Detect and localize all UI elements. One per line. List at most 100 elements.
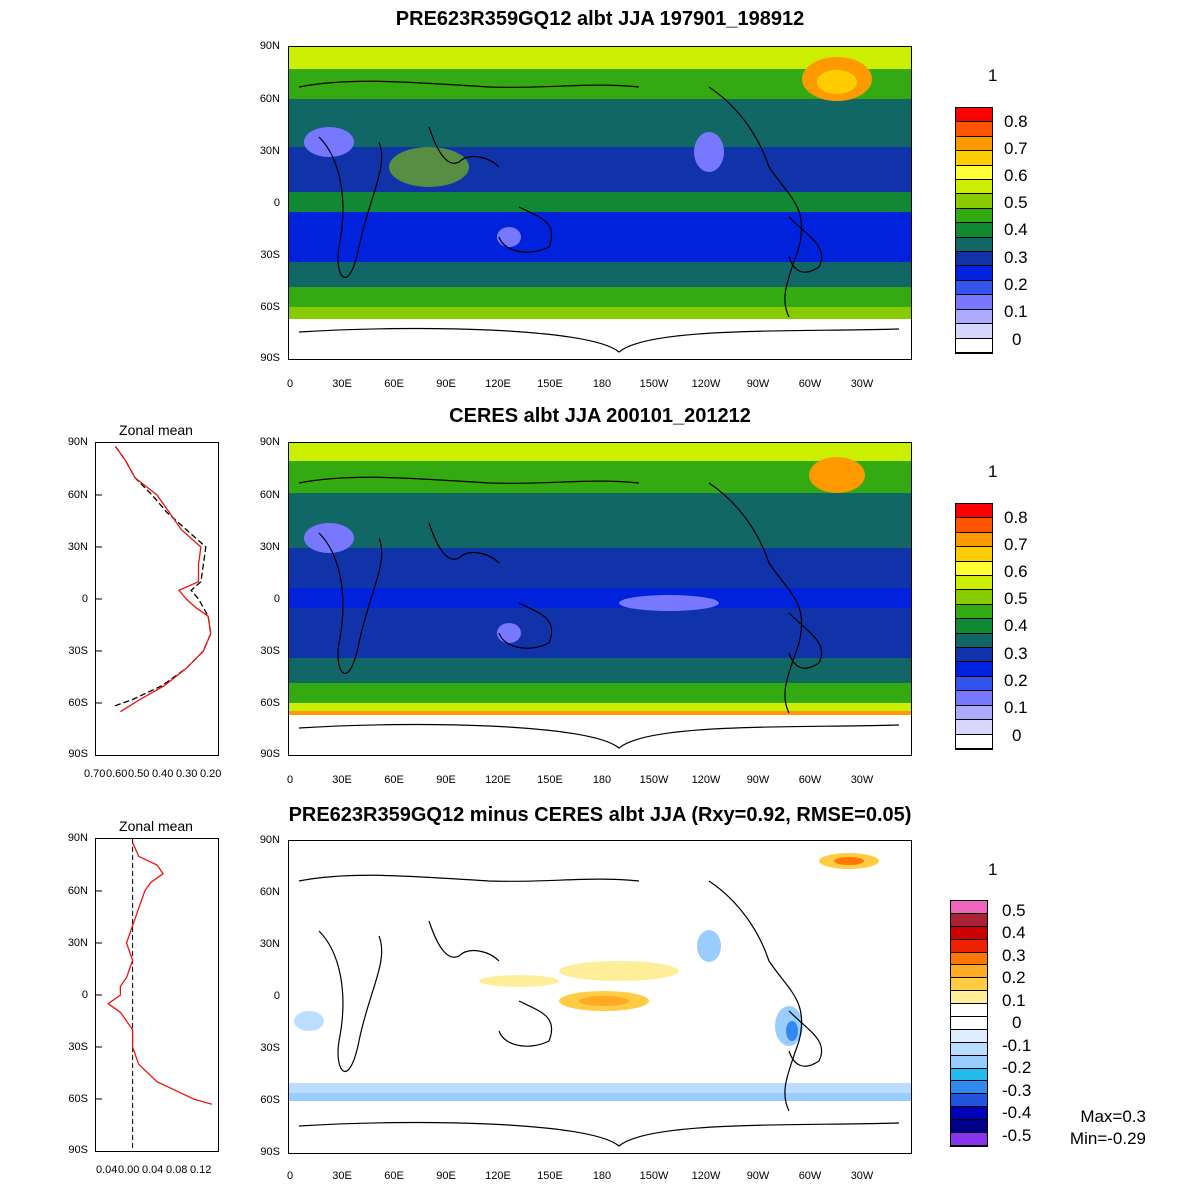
lon-label: 90E — [436, 378, 456, 390]
colorbar-label: 0.2 — [1004, 671, 1028, 690]
panel-title-model: PRE623R359GQ12 albt JJA 197901_198912 — [395, 8, 805, 30]
lon-label: 150W — [639, 1170, 669, 1182]
colorbar-swatch — [951, 952, 987, 966]
lon-label: 60E — [384, 378, 404, 390]
panel-title-obs: CERES albt JJA 200101_201212 — [449, 405, 751, 427]
colorbar-diff — [950, 900, 988, 1147]
lon-label: 180 — [592, 1170, 612, 1182]
colorbar-swatch — [956, 136, 992, 152]
lat-label-0: 0 — [273, 197, 280, 209]
colorbar-swatch — [956, 338, 992, 353]
zm-lat-label: 90S — [68, 1144, 88, 1156]
colorbar-swatch — [956, 532, 992, 548]
lat-label-30n: 30N — [259, 541, 280, 553]
lon-label: 120W — [691, 774, 721, 786]
colorbar-swatch — [956, 604, 992, 620]
zm-x-label: 0.50 — [128, 768, 150, 780]
colorbar-swatch — [956, 208, 992, 224]
colorbar-swatch — [956, 676, 992, 692]
colorbar-label: 0.3 — [1002, 946, 1026, 965]
colorbar-swatch — [956, 705, 992, 721]
colorbar-swatch — [951, 1029, 987, 1043]
colorbar-unit-diff: 1 — [988, 860, 998, 879]
colorbar-swatch — [956, 324, 992, 339]
colorbar-swatch — [956, 194, 992, 209]
lat-label-0: 0 — [273, 593, 280, 605]
lon-label: 0 — [286, 378, 294, 390]
lon-label: 120E — [485, 378, 511, 390]
colorbar-swatch — [956, 633, 992, 649]
zm-x-label: 0.30 — [176, 768, 198, 780]
zm-x-label: 0.04 — [96, 1164, 118, 1176]
zm-lat-label: 90N — [67, 832, 88, 844]
colorbar-label: 0.1 — [1004, 698, 1028, 717]
lon-label: 150E — [537, 1170, 563, 1182]
zonal-mean-plot-diff — [95, 838, 219, 1152]
colorbar-swatch — [956, 648, 992, 663]
colorbar-swatch — [956, 734, 992, 749]
colorbar-swatch — [956, 266, 992, 281]
lat-label-30s: 30S — [260, 1042, 280, 1054]
colorbar-label: 0 — [1012, 726, 1022, 745]
zm-lat-label: 60S — [68, 697, 88, 709]
colorbar-label: 0.5 — [1004, 589, 1028, 608]
zm-lat-label: 30N — [67, 541, 88, 553]
lon-label: 60E — [384, 1170, 404, 1182]
lon-label: 30W — [850, 1170, 874, 1182]
colorbar-swatch — [951, 1042, 987, 1056]
colorbar-unit-obs: 1 — [988, 462, 998, 481]
colorbar-label: 0.3 — [1004, 248, 1028, 267]
zonal-mean-line-model — [114, 446, 212, 713]
lon-label: 30W — [850, 378, 874, 390]
colorbar-obs — [955, 503, 993, 750]
colorbar-swatch — [956, 309, 992, 325]
colorbar-swatch — [956, 518, 992, 533]
zm-lat-label: 90N — [67, 436, 88, 448]
zm-x-label: 0.00 — [118, 1164, 140, 1176]
lat-label-30n: 30N — [259, 145, 280, 157]
zm-x-label: 0.70 — [84, 768, 106, 780]
lat-label-90s: 90S — [260, 1146, 280, 1158]
lon-label: 90E — [436, 774, 456, 786]
zm-x-label: 0.08 — [166, 1164, 188, 1176]
map-obs — [288, 442, 912, 756]
colorbar-label: 0.5 — [1004, 193, 1028, 212]
colorbar-swatch — [951, 1081, 987, 1095]
colorbar-swatch — [956, 295, 992, 310]
colorbar-swatch — [956, 122, 992, 137]
zm-x-label: 0.20 — [200, 768, 222, 780]
zm-lat-label: 0 — [81, 593, 88, 605]
colorbar-swatch — [956, 180, 992, 195]
lat-label-60n: 60N — [259, 93, 280, 105]
colorbar-label: 0.4 — [1002, 923, 1026, 942]
colorbar-swatch — [956, 547, 992, 562]
lon-label: 150W — [639, 378, 669, 390]
zm-x-label: 0.60 — [106, 768, 128, 780]
zonal-mean-line-obs — [112, 446, 212, 708]
colorbar-model — [955, 107, 993, 354]
lon-label: 150E — [537, 378, 563, 390]
lat-label-90s: 90S — [260, 748, 280, 760]
lon-label: 60W — [798, 774, 822, 786]
colorbar-swatch — [956, 720, 992, 735]
colorbar-swatch — [951, 913, 987, 927]
map-model-canvas — [289, 47, 911, 359]
colorbar-swatch — [956, 576, 992, 591]
colorbar-label: 0.8 — [1004, 508, 1028, 527]
lon-label: 150W — [639, 774, 669, 786]
colorbar-swatch — [951, 1094, 987, 1108]
colorbar-swatch — [956, 590, 992, 605]
zm-x-label: 0.40 — [152, 768, 174, 780]
colorbar-swatch — [956, 504, 992, 519]
lon-label: 60E — [384, 774, 404, 786]
colorbar-label: -0.1 — [1002, 1036, 1032, 1055]
colorbar-label: 0.6 — [1004, 166, 1028, 185]
colorbar-swatch — [956, 252, 992, 267]
colorbar-swatch — [956, 237, 992, 253]
colorbar-label: -0.2 — [1002, 1058, 1032, 1077]
colorbar-label: 0 — [1012, 1013, 1022, 1032]
lon-label: 150E — [537, 774, 563, 786]
lat-label-90s: 90S — [260, 352, 280, 364]
colorbar-swatch — [951, 1120, 987, 1134]
lat-label-30n: 30N — [259, 938, 280, 950]
